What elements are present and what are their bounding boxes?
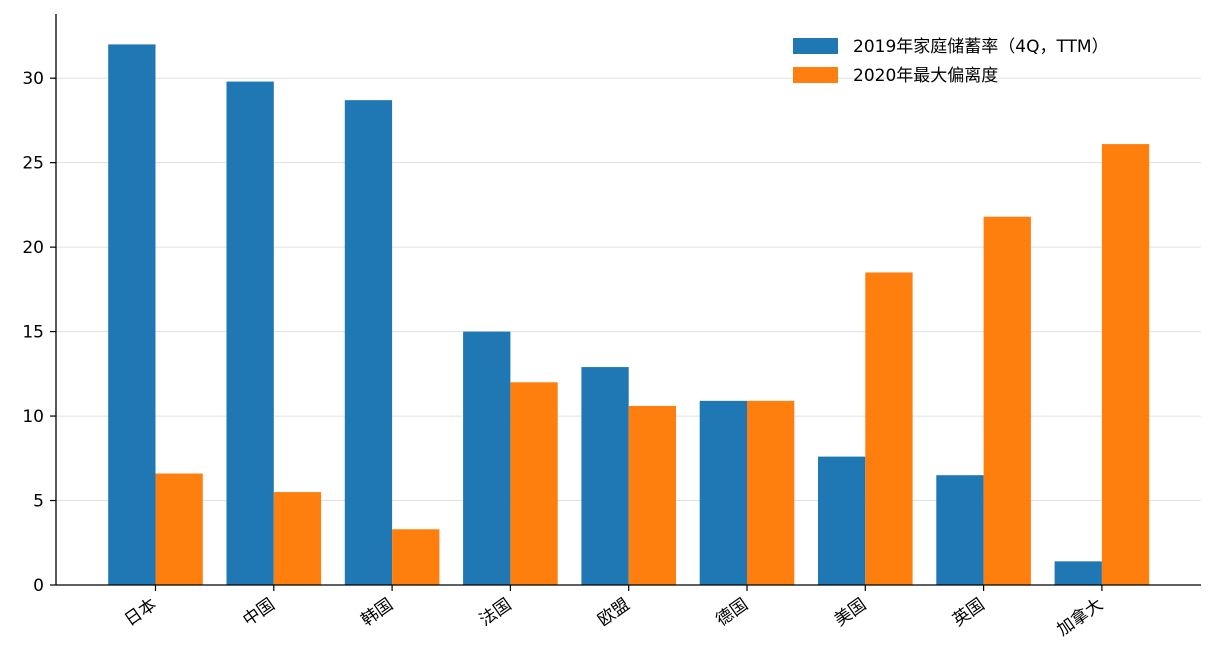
x-tick-label: 英国 [949,595,988,631]
bar-savings-rate [108,44,156,586]
x-tick-label: 中国 [239,595,278,631]
bar-savings-rate [226,81,274,585]
x-axis-ticks: 日本 中国 韩国 法国 欧盟 德国 美国 英国 加拿大 [121,585,1107,640]
bar-savings-rate [581,367,629,585]
bar-savings-rate [936,475,984,585]
y-tick-label: 15 [22,323,44,343]
bar-savings-rate [344,100,393,586]
bar-savings-rate [1054,561,1102,585]
y-tick-label: 30 [22,69,44,89]
bar-max-deviation [273,492,322,585]
bar-max-deviation [1101,144,1150,585]
bar-max-deviation [510,382,558,585]
bar-max-deviation [865,272,913,585]
y-tick-label: 20 [22,238,44,258]
x-tick-label: 法国 [476,595,515,631]
bar-max-deviation [747,400,795,585]
bar-max-deviation [392,529,440,585]
y-axis-ticks: 0 5 10 15 20 25 30 [22,69,56,596]
bar-savings-rate [818,456,866,585]
legend-swatch [793,38,838,54]
x-tick-label: 韩国 [358,595,397,631]
x-tick-label: 日本 [121,595,160,631]
bar-savings-rate [463,331,511,585]
legend-label: 2019年家庭储蓄率（4Q，TTM） [853,37,1109,57]
x-tick-label: 欧盟 [594,595,633,631]
y-tick-label: 5 [33,492,44,512]
x-tick-label: 加拿大 [1053,594,1107,640]
x-tick-label: 德国 [713,595,752,631]
bar-max-deviation [155,473,203,585]
y-tick-label: 25 [22,154,44,174]
legend-label: 2020年最大偏离度 [853,66,998,86]
legend: 2019年家庭储蓄率（4Q，TTM） 2020年最大偏离度 [793,37,1109,86]
bars [108,44,1150,586]
y-tick-label: 10 [22,407,44,427]
bar-savings-rate [699,400,747,585]
legend-swatch [793,67,838,83]
bar-max-deviation [983,216,1031,585]
x-tick-label: 美国 [831,595,870,631]
y-tick-label: 0 [33,576,44,596]
bar-max-deviation [628,405,676,585]
